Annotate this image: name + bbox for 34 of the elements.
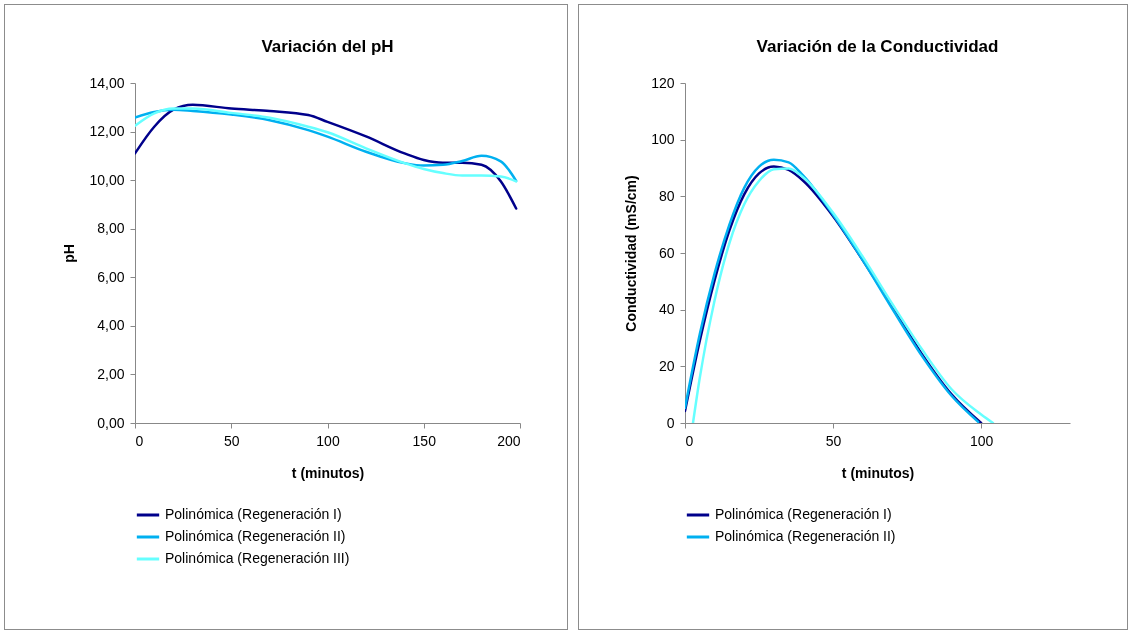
x-tick-label: 100 [316, 432, 340, 449]
y-axis-title: Conductividad (mS/cm) [623, 175, 640, 332]
y-tick-label: 80 [658, 187, 675, 204]
y-tick-label: 100 [651, 131, 675, 148]
x-axis-title: t (minutos) [841, 464, 915, 481]
x-tick-label: 200 [497, 432, 521, 449]
y-tick-label: 10,00 [89, 171, 125, 188]
legend-label: Polinómica (Regeneración I) [165, 506, 342, 522]
y-tick-label: 20 [658, 357, 675, 374]
y-tick-label: 6,00 [97, 268, 125, 285]
legend-label: Polinómica (Regeneración II) [715, 528, 896, 544]
y-tick-label: 12,00 [89, 123, 125, 140]
legend-label: Polinómica (Regeneración III) [165, 550, 350, 566]
y-tick-label: 0,00 [97, 414, 125, 431]
y-tick-label: 14,00 [89, 74, 125, 91]
y-tick-label: 8,00 [97, 220, 125, 237]
chart-title: Variación del pH [261, 37, 394, 56]
legend-label: Polinómica (Regeneración I) [715, 506, 892, 522]
x-tick-label: 150 [412, 432, 437, 449]
y-tick-label: 4,00 [97, 317, 125, 334]
y-tick-label: 0 [666, 414, 675, 431]
x-tick-label: 50 [223, 432, 240, 449]
x-tick-label: 50 [825, 432, 842, 449]
x-tick-label: 100 [969, 432, 994, 449]
y-tick-label: 60 [658, 244, 675, 261]
y-tick-label: 40 [658, 301, 675, 318]
x-tick-label: 0 [685, 432, 694, 449]
chart-title: Variación de la Conductividad [756, 37, 999, 56]
y-axis-title: pH [61, 244, 78, 263]
legend-label: Polinómica (Regeneración II) [165, 528, 346, 544]
y-tick-label: 2,00 [97, 365, 125, 382]
x-tick-label: 0 [135, 432, 144, 449]
y-tick-label: 120 [651, 74, 675, 91]
x-axis-title: t (minutos) [291, 464, 365, 481]
